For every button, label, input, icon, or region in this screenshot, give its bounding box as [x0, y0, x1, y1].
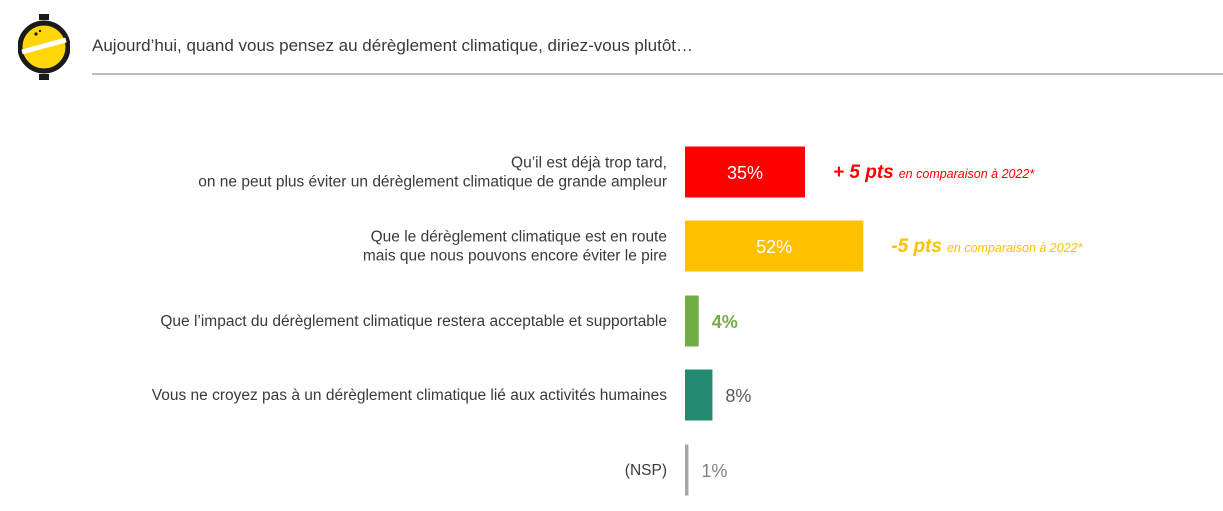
category-label: Que le dérèglement climatique est en rou…	[371, 229, 667, 246]
bar-1	[685, 220, 864, 272]
value-label: 52%	[756, 237, 792, 257]
category-label: (NSP)	[625, 462, 667, 479]
value-label: 4%	[712, 312, 738, 332]
category-label: Que l’impact du dérèglement climatique r…	[160, 313, 667, 330]
value-label: 35%	[727, 163, 763, 183]
bar-4	[685, 444, 689, 496]
comparison-annotation: -5 pts en comparaison à 2022*	[891, 236, 1083, 257]
value-label: 1%	[701, 461, 727, 481]
category-label: Vous ne croyez pas à un dérèglement clim…	[152, 387, 667, 404]
page-title: Aujourd’hui, quand vous pensez au dérègl…	[92, 36, 694, 55]
category-label: Qu’il est déjà trop tard,	[511, 155, 667, 172]
comparison-annotation: + 5 pts en comparaison à 2022*	[833, 162, 1035, 183]
value-label: 8%	[725, 386, 751, 406]
logo-icon	[18, 14, 70, 80]
bar-3	[685, 369, 713, 421]
bar-2	[685, 295, 699, 347]
category-label: mais que nous pouvons encore éviter le p…	[363, 248, 667, 265]
category-label: on ne peut plus éviter un dérèglement cl…	[198, 174, 667, 191]
bar-0	[685, 146, 805, 198]
title-divider	[92, 73, 1223, 75]
